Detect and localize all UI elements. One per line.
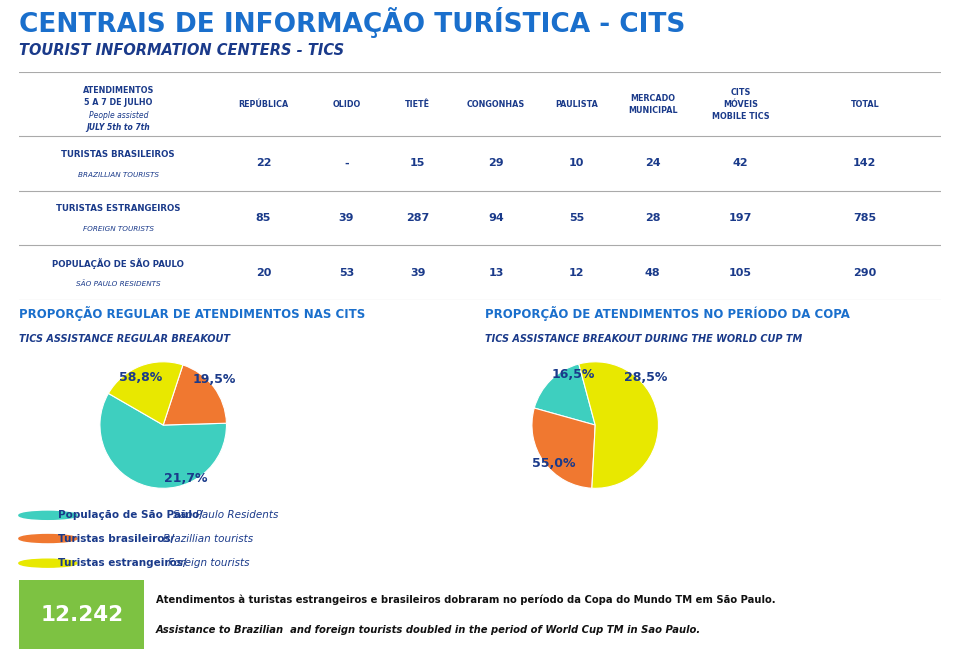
Text: Turistas estrangeiros/: Turistas estrangeiros/ bbox=[59, 558, 191, 568]
Text: 12: 12 bbox=[569, 268, 585, 277]
Text: TURISTAS ESTRANGEIROS: TURISTAS ESTRANGEIROS bbox=[56, 204, 180, 214]
Text: Atendimentos à turistas estrangeiros e brasileiros dobraram no período da Copa d: Atendimentos à turistas estrangeiros e b… bbox=[156, 594, 776, 604]
FancyBboxPatch shape bbox=[19, 580, 144, 649]
Circle shape bbox=[19, 559, 77, 567]
Text: CONGONHAS: CONGONHAS bbox=[467, 100, 525, 109]
Text: 29: 29 bbox=[489, 158, 504, 169]
Text: SÃO PAULO RESIDENTS: SÃO PAULO RESIDENTS bbox=[76, 281, 160, 287]
Text: 16,5%: 16,5% bbox=[551, 368, 595, 381]
Wedge shape bbox=[579, 362, 659, 488]
Text: 55: 55 bbox=[569, 213, 585, 223]
Text: PROPORÇÃO REGULAR DE ATENDIMENTOS NAS CITS: PROPORÇÃO REGULAR DE ATENDIMENTOS NAS CI… bbox=[19, 306, 366, 321]
Text: 142: 142 bbox=[853, 158, 876, 169]
Circle shape bbox=[19, 511, 77, 519]
Text: 21,7%: 21,7% bbox=[163, 473, 207, 485]
Text: PAULISTA: PAULISTA bbox=[555, 100, 598, 109]
Text: 39: 39 bbox=[339, 213, 354, 223]
Text: 10: 10 bbox=[569, 158, 585, 169]
Text: -: - bbox=[344, 158, 348, 169]
Text: 39: 39 bbox=[410, 268, 425, 277]
Wedge shape bbox=[100, 393, 227, 488]
Wedge shape bbox=[163, 365, 227, 425]
Text: 55,0%: 55,0% bbox=[533, 457, 576, 469]
Wedge shape bbox=[532, 408, 595, 488]
Text: POPULAÇÃO DE SÃO PAULO: POPULAÇÃO DE SÃO PAULO bbox=[53, 258, 184, 269]
Text: ATENDIMENTOS: ATENDIMENTOS bbox=[83, 86, 154, 95]
Text: JULY 5th to 7th: JULY 5th to 7th bbox=[86, 123, 150, 132]
Text: 13: 13 bbox=[489, 268, 504, 277]
Text: TIETÊ: TIETÊ bbox=[405, 100, 430, 109]
Text: 785: 785 bbox=[853, 213, 876, 223]
Text: PROPORÇÃO DE ATENDIMENTOS NO PERÍODO DA COPA: PROPORÇÃO DE ATENDIMENTOS NO PERÍODO DA … bbox=[485, 306, 850, 321]
Text: 42: 42 bbox=[732, 158, 748, 169]
Text: 19,5%: 19,5% bbox=[192, 373, 235, 386]
Text: Assistance to Brazilian  and foreign tourists doubled in the period of World Cup: Assistance to Brazilian and foreign tour… bbox=[156, 625, 701, 635]
Text: TOURIST INFORMATION CENTERS - TICS: TOURIST INFORMATION CENTERS - TICS bbox=[19, 43, 345, 58]
Text: 85: 85 bbox=[255, 213, 271, 223]
Text: TOTAL: TOTAL bbox=[851, 100, 879, 109]
Text: BRAZILLIAN TOURISTS: BRAZILLIAN TOURISTS bbox=[78, 172, 158, 178]
Text: 48: 48 bbox=[645, 268, 660, 277]
Wedge shape bbox=[108, 362, 182, 425]
Text: REPÚBLICA: REPÚBLICA bbox=[238, 100, 289, 109]
Text: TICS ASSISTANCE BREAKOUT DURING THE WORLD CUP TM: TICS ASSISTANCE BREAKOUT DURING THE WORL… bbox=[485, 334, 802, 344]
Text: TICS ASSISTANCE REGULAR BREAKOUT: TICS ASSISTANCE REGULAR BREAKOUT bbox=[19, 334, 230, 344]
Wedge shape bbox=[535, 364, 595, 425]
Text: 105: 105 bbox=[729, 268, 752, 277]
Circle shape bbox=[19, 534, 77, 542]
Text: 15: 15 bbox=[410, 158, 425, 169]
Text: 290: 290 bbox=[853, 268, 876, 277]
Text: People assisted: People assisted bbox=[88, 111, 148, 120]
Text: Turistas brasileiros/: Turistas brasileiros/ bbox=[59, 534, 179, 544]
Text: 94: 94 bbox=[489, 213, 504, 223]
Text: 53: 53 bbox=[339, 268, 354, 277]
Text: 58,8%: 58,8% bbox=[119, 371, 162, 384]
Text: 5 A 7 DE JULHO: 5 A 7 DE JULHO bbox=[84, 98, 153, 107]
Text: OLIDO: OLIDO bbox=[332, 100, 361, 109]
Text: 287: 287 bbox=[406, 213, 429, 223]
Text: 20: 20 bbox=[255, 268, 271, 277]
Text: 12.242: 12.242 bbox=[40, 604, 124, 625]
Text: 22: 22 bbox=[255, 158, 271, 169]
Text: Brazillian tourists: Brazillian tourists bbox=[163, 534, 253, 544]
Text: MERCADO
MUNICIPAL: MERCADO MUNICIPAL bbox=[628, 94, 678, 115]
Text: TURISTAS BRASILEIROS: TURISTAS BRASILEIROS bbox=[61, 150, 175, 159]
Text: São Paulo Residents: São Paulo Residents bbox=[173, 510, 277, 521]
Text: 197: 197 bbox=[729, 213, 752, 223]
Text: CITS
MÓVEIS
MOBILE TICS: CITS MÓVEIS MOBILE TICS bbox=[711, 88, 769, 121]
Text: População de São Paulo/: População de São Paulo/ bbox=[59, 510, 207, 521]
Text: 28: 28 bbox=[645, 213, 660, 223]
Text: Foreign tourists: Foreign tourists bbox=[168, 558, 250, 568]
Text: 24: 24 bbox=[645, 158, 660, 169]
Text: FOREIGN TOURISTS: FOREIGN TOURISTS bbox=[83, 226, 154, 233]
Text: CENTRAIS DE INFORMAÇÃO TURÍSTICA - CITS: CENTRAIS DE INFORMAÇÃO TURÍSTICA - CITS bbox=[19, 7, 685, 38]
Text: 28,5%: 28,5% bbox=[624, 371, 667, 384]
